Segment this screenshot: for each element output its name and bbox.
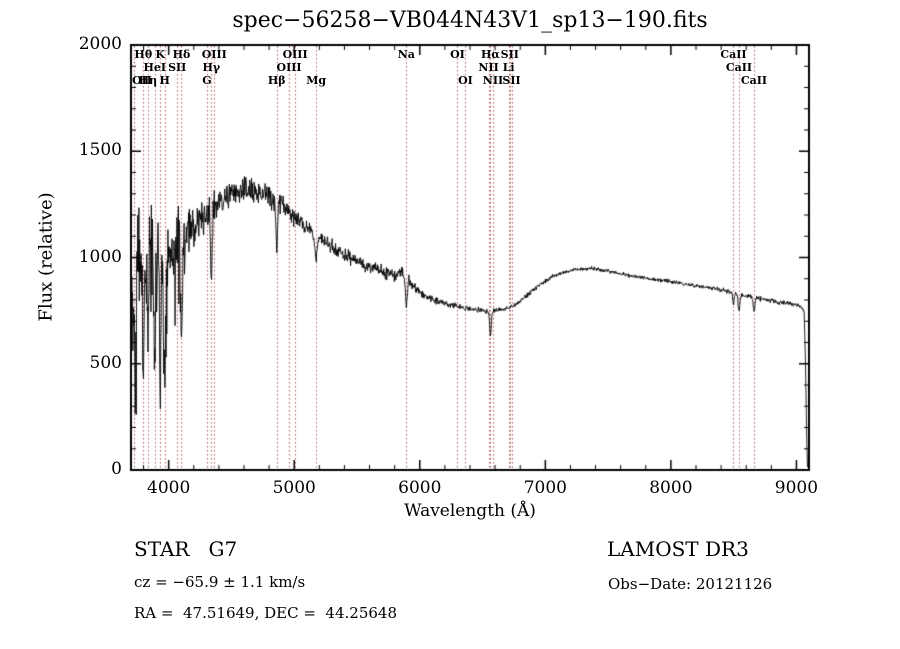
cz-value: cz = −65.9 ± 1.1 km/s: [134, 573, 306, 591]
survey-label: LAMOST DR3: [607, 537, 749, 561]
spectral-line-label: OI: [450, 48, 465, 61]
plot-title: spec−56258−VB044N43V1_sp13−190.fits: [232, 8, 708, 33]
spectral-line-label: Hθ: [134, 48, 153, 61]
spectral-line-label: HeI: [143, 61, 166, 74]
x-tick-label: 4000: [147, 478, 191, 498]
spectral-line-label: OII: [132, 74, 152, 87]
spectral-line-label: H: [159, 74, 170, 87]
x-tick-label: 5000: [272, 478, 316, 498]
coordinates: RA = 47.51649, DEC = 44.25648: [134, 604, 398, 622]
spectral-line-label: SII: [500, 48, 519, 61]
spectral-line-label: OIII: [201, 48, 227, 61]
spectral-line-label: CaII: [725, 61, 753, 74]
spectral-line-label: CaII: [740, 74, 768, 87]
y-tick-label: 1000: [78, 246, 122, 267]
spectral-line-label: OI: [458, 74, 473, 87]
spectral-line-label: Hα: [481, 48, 500, 61]
spectral-line-label: G: [202, 74, 212, 87]
y-tick-label: 2000: [78, 34, 122, 54]
x-tick-label: 6000: [398, 478, 442, 498]
x-axis-label: Wavelength (Å): [404, 501, 536, 521]
spectral-line-label: NII: [482, 74, 504, 87]
spectral-line-label: Hγ: [202, 61, 221, 74]
spectral-line-label: Hδ: [172, 48, 191, 61]
spectral-line-label: Na: [397, 48, 415, 61]
spectral-line-label: Hη: [138, 74, 158, 87]
object-class-label: STAR G7: [134, 537, 238, 561]
y-tick-label: 500: [89, 352, 122, 373]
spectral-line-label: Mg: [306, 74, 327, 87]
spectral-line-label: K: [155, 48, 166, 61]
spectral-line-label: CaII: [720, 48, 747, 61]
spectral-line-label: OIII: [282, 48, 308, 61]
spectral-line-label: Hβ: [267, 74, 286, 87]
y-tick-label: 1500: [78, 140, 122, 161]
spectral-line-label: Li: [502, 61, 515, 74]
spectral-line-label: OIII: [276, 61, 302, 74]
spectral-line-label: NII: [478, 61, 499, 74]
y-tick-label: 0: [111, 459, 122, 479]
spectral-line-label: SII: [502, 74, 521, 87]
x-tick-label: 8000: [649, 478, 693, 498]
x-tick-label: 7000: [523, 478, 567, 498]
obs-date: Obs−Date: 20121126: [608, 575, 773, 593]
spectral-line-label: SII: [168, 61, 187, 74]
x-tick-label: 9000: [774, 478, 819, 498]
